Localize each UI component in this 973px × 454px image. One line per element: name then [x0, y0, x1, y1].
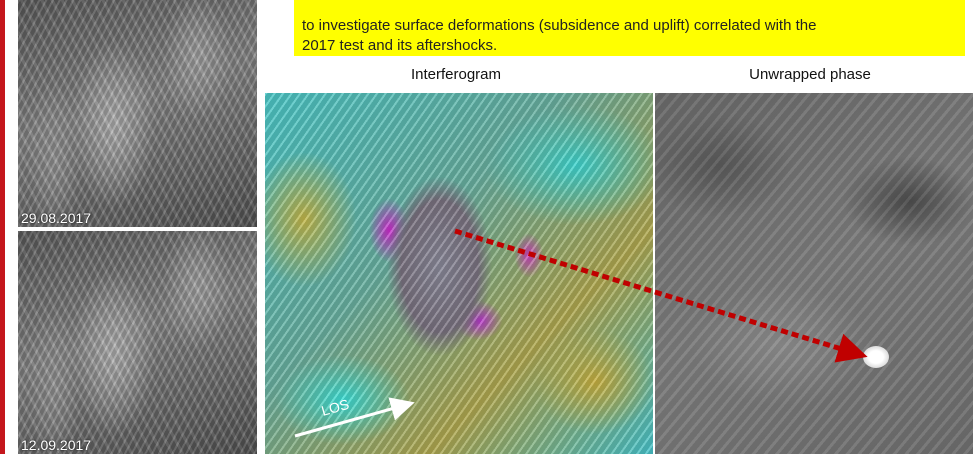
date-label-after: 12.09.2017 — [21, 437, 92, 453]
left-accent-bar — [0, 0, 5, 454]
sar-image-after: 12.09.2017 — [18, 231, 257, 454]
sar-image-before: 29.08.2017 — [18, 0, 257, 227]
los-label: LOS — [319, 396, 350, 419]
highlighted-note: to investigate surface deformations (sub… — [294, 0, 965, 56]
deformation-hotspot — [863, 346, 889, 368]
date-label-before: 29.08.2017 — [21, 210, 92, 226]
note-line-1: to investigate surface deformations (sub… — [302, 17, 817, 34]
unwrapped-phase-caption: Unwrapped phase — [749, 66, 871, 83]
interferogram-image: LOS — [265, 93, 653, 454]
note-line-2: 2017 test and its aftershocks. — [302, 37, 498, 54]
los-arrow-icon: LOS — [294, 396, 415, 438]
interferogram-caption: Interferogram — [410, 66, 502, 83]
unwrapped-phase-image — [655, 93, 973, 454]
